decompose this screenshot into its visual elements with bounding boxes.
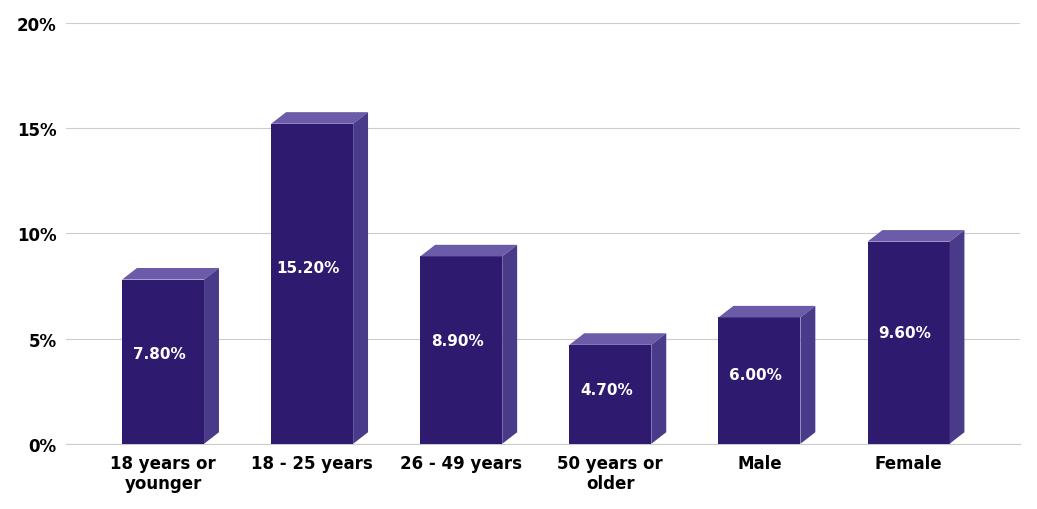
Polygon shape xyxy=(122,280,204,444)
Text: 4.70%: 4.70% xyxy=(580,382,633,397)
Polygon shape xyxy=(354,113,368,444)
Polygon shape xyxy=(502,245,517,444)
Text: 6.00%: 6.00% xyxy=(729,367,782,382)
Polygon shape xyxy=(801,306,815,444)
Polygon shape xyxy=(271,113,368,125)
Polygon shape xyxy=(719,318,801,444)
Polygon shape xyxy=(868,242,950,444)
Text: 7.80%: 7.80% xyxy=(133,346,186,361)
Polygon shape xyxy=(204,268,219,444)
Text: 15.20%: 15.20% xyxy=(276,261,340,276)
Polygon shape xyxy=(122,268,219,280)
Polygon shape xyxy=(420,257,502,444)
Polygon shape xyxy=(271,125,354,444)
Polygon shape xyxy=(719,306,815,318)
Polygon shape xyxy=(569,345,651,444)
Polygon shape xyxy=(950,231,964,444)
Polygon shape xyxy=(420,245,517,257)
Text: 9.60%: 9.60% xyxy=(878,325,931,341)
Polygon shape xyxy=(868,231,964,242)
Bar xyxy=(66,444,1020,450)
Polygon shape xyxy=(651,333,666,444)
Polygon shape xyxy=(569,333,666,345)
Text: 8.90%: 8.90% xyxy=(430,333,483,349)
